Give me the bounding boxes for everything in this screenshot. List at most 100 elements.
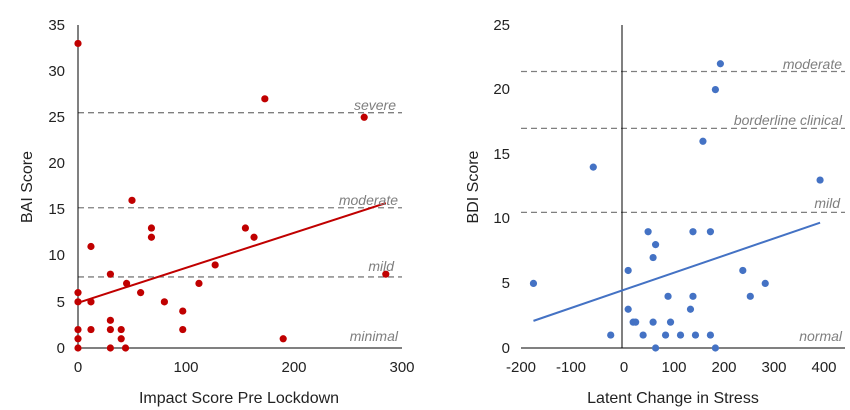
bdi-data-point	[739, 266, 747, 275]
bdi-y-tick: 25	[493, 17, 510, 34]
bdi-data-point	[589, 163, 597, 171]
bai-trendline-group	[77, 202, 387, 304]
bai-data-point	[121, 344, 130, 352]
bdi-data-point	[761, 279, 769, 287]
bdi-x-tick: -100	[556, 359, 586, 376]
bdi-data-point	[666, 318, 675, 326]
bdi-data-point	[706, 331, 715, 339]
bai-data-point	[137, 289, 145, 297]
bai-data-point	[360, 113, 368, 121]
bai-ref-label-mild: mild	[368, 258, 395, 274]
bai-data-point	[279, 335, 287, 343]
bdi-data-point	[676, 331, 685, 339]
bai-data-point	[160, 298, 168, 306]
bdi-ref-label-mild: mild	[814, 195, 841, 211]
bdi-data-point	[529, 279, 538, 287]
bai-y-tick: 0	[57, 340, 65, 357]
bai-data-point	[241, 224, 249, 232]
bdi-y-tick: 5	[502, 275, 510, 292]
bai-data-point	[74, 335, 82, 343]
bai-y-tick: 35	[48, 17, 65, 34]
bai-data-point	[195, 279, 203, 287]
bai-data-point	[87, 242, 95, 251]
bai-ref-label-severe: severe	[354, 97, 396, 113]
bdi-data-point	[664, 292, 672, 300]
bdi-data-point	[686, 305, 695, 313]
bai-y-tick: 5	[57, 294, 65, 311]
bdi-y-tick: 15	[493, 146, 510, 163]
bai-data-point	[74, 344, 82, 352]
bai-data-point	[106, 270, 114, 278]
bdi-trendline-group	[533, 221, 821, 322]
bdi-x-tick: 200	[711, 359, 736, 376]
bdi-y-axis-title: BDI Score	[465, 150, 482, 223]
bai-chart: 0 5 10 15 20 25 30 35 0 100 200 300 seve…	[19, 17, 415, 407]
bai-trendline	[77, 202, 387, 304]
bai-data-point	[74, 39, 82, 48]
bdi-data-point	[746, 292, 754, 300]
bdi-data-point	[632, 318, 640, 326]
bai-data-point	[147, 224, 156, 232]
bai-data-point	[147, 233, 156, 241]
bai-ref-label-minimal: minimal	[350, 328, 399, 344]
bai-data-point	[250, 233, 258, 241]
bai-data-point	[179, 325, 187, 334]
bai-y-tick: 10	[48, 247, 65, 264]
bai-x-tick: 0	[74, 359, 82, 376]
bdi-data-point	[706, 228, 715, 236]
bai-y-tick: 20	[48, 155, 65, 172]
bdi-trendline	[533, 221, 821, 322]
bdi-data-point	[607, 331, 615, 339]
bdi-reference-lines	[521, 70, 845, 213]
bdi-x-axis-title: Latent Change in Stress	[587, 390, 759, 407]
bdi-data-point	[651, 344, 660, 352]
bdi-x-tick: 0	[620, 359, 628, 376]
bai-y-axis-title: BAI Score	[19, 151, 36, 223]
bdi-data-point	[651, 241, 660, 249]
bdi-data-point	[816, 176, 824, 184]
bdi-y-tick: 10	[493, 210, 510, 227]
bdi-ref-label-borderline-clinical: borderline clinical	[734, 112, 843, 128]
bai-data-point	[382, 270, 390, 278]
bai-x-tick: 200	[281, 359, 306, 376]
bai-data-point	[179, 307, 187, 315]
bdi-ref-label-moderate: moderate	[783, 56, 842, 72]
bai-data-point	[128, 196, 136, 204]
bai-data-point	[211, 261, 219, 269]
bai-ref-label-moderate: moderate	[339, 192, 398, 208]
bdi-data-point	[711, 86, 720, 94]
bai-x-tick: 300	[389, 359, 414, 376]
bai-y-tick: 25	[48, 109, 65, 126]
bai-data-point	[117, 335, 125, 343]
bdi-x-tick: 400	[811, 359, 836, 376]
bai-data-point	[106, 344, 114, 352]
bdi-data-point	[689, 228, 697, 236]
bai-reference-lines	[78, 112, 402, 278]
bdi-data-point	[644, 228, 652, 236]
bdi-data-point	[649, 318, 657, 326]
bdi-data-point	[624, 266, 632, 275]
bdi-x-tick: -200	[506, 359, 536, 376]
bai-data-point	[123, 279, 131, 287]
bdi-x-tick: 100	[661, 359, 686, 376]
bai-data-point	[106, 325, 114, 334]
bdi-data-point	[649, 253, 657, 262]
bai-data-point	[117, 325, 125, 334]
bai-data-point	[87, 298, 95, 306]
bdi-y-tick: 0	[502, 340, 510, 357]
bdi-y-tick: 20	[493, 81, 510, 98]
bdi-points	[529, 60, 824, 352]
bai-x-tick: 100	[173, 359, 198, 376]
bdi-data-point	[624, 305, 632, 313]
bai-y-tick: 30	[48, 63, 65, 80]
bai-data-point	[74, 298, 82, 306]
bdi-data-point	[699, 137, 707, 145]
bai-data-point	[261, 95, 269, 103]
bai-x-axis-title: Impact Score Pre Lockdown	[139, 390, 339, 407]
bdi-data-point	[689, 292, 697, 300]
bai-points	[74, 39, 390, 352]
bai-data-point	[74, 289, 82, 297]
bdi-chart: 0 5 10 15 20 25 -200 -100 0 100 200 300 …	[465, 17, 845, 407]
bdi-data-point	[691, 331, 700, 339]
